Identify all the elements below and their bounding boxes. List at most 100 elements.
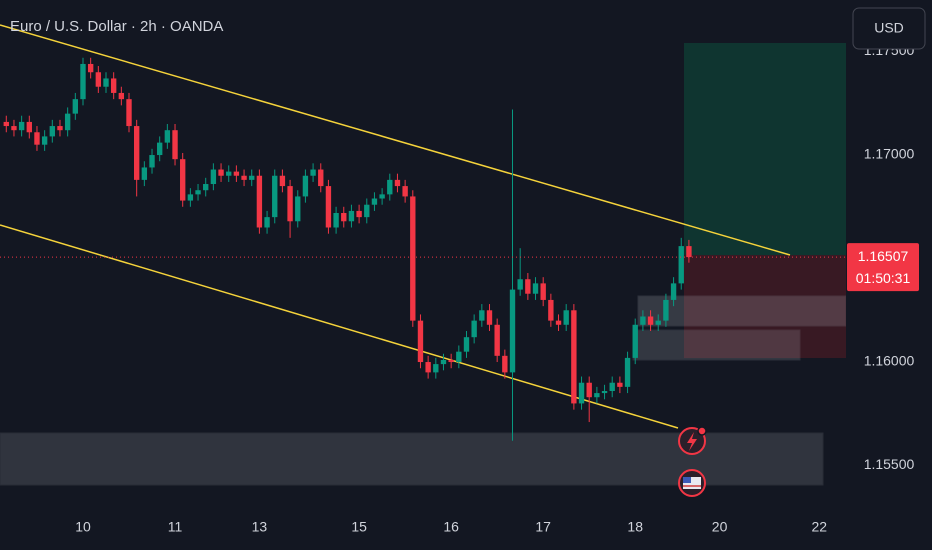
candle-body — [264, 217, 270, 228]
currency-label: USD — [874, 20, 904, 36]
candle-body — [578, 382, 585, 404]
candle-body — [479, 310, 485, 321]
candle-body — [586, 382, 592, 398]
candle-body — [3, 121, 9, 127]
candle-body — [126, 99, 132, 127]
candle-body — [517, 279, 523, 290]
candle-body — [509, 289, 516, 373]
candle-body — [318, 169, 324, 187]
currency-button[interactable] — [852, 7, 926, 50]
candle-body — [187, 194, 194, 201]
candle-body — [302, 175, 309, 197]
candle-body — [425, 362, 431, 373]
candle-body — [571, 310, 577, 404]
stop-zone — [684, 255, 846, 358]
candle-body — [494, 324, 500, 356]
candle-body — [310, 169, 316, 176]
y-tick-label: 1.16000 — [864, 353, 915, 369]
channel-top — [0, 24, 791, 256]
candle-body — [402, 186, 408, 197]
candle-body — [463, 337, 470, 352]
candle-body — [26, 121, 32, 133]
candle-body — [149, 155, 155, 168]
zone — [632, 329, 801, 361]
candle-body — [410, 196, 416, 321]
candle-body — [95, 72, 102, 87]
candle-body — [486, 310, 493, 325]
x-tick-label: 13 — [252, 519, 268, 535]
candle-body — [371, 198, 378, 205]
candle-body — [203, 184, 209, 191]
candle-body — [448, 359, 454, 363]
candle-body — [609, 382, 615, 392]
candle-body — [663, 299, 669, 321]
target-zone — [684, 43, 846, 255]
candle-body — [110, 78, 117, 93]
candle-body — [502, 355, 508, 373]
candle-body — [118, 92, 125, 100]
candle-body — [356, 210, 362, 218]
candle-body — [195, 190, 201, 195]
candle-body — [103, 78, 109, 87]
candle-body — [218, 169, 224, 176]
lightning — [687, 432, 697, 451]
candle-body — [670, 283, 677, 300]
candle-body — [532, 283, 539, 294]
candle-body — [133, 126, 140, 180]
x-tick-label: 20 — [712, 519, 728, 535]
candle-body — [226, 171, 232, 176]
candle-body — [456, 351, 462, 363]
candle-body — [241, 175, 247, 180]
candle-body — [601, 391, 608, 394]
channel-bottom — [0, 224, 679, 429]
candle-body — [555, 320, 562, 325]
badge — [697, 426, 707, 436]
candle-body — [686, 246, 692, 258]
last-price-label: 1.16507 — [858, 248, 909, 264]
candle-body — [41, 136, 48, 145]
candle-body — [80, 63, 86, 100]
candle-body — [295, 196, 301, 222]
candle-body — [287, 186, 293, 222]
candle-body — [540, 283, 546, 300]
x-tick-label: 18 — [627, 519, 643, 535]
candle-body — [34, 132, 40, 145]
candles — [0, 57, 845, 441]
candle-body — [87, 63, 94, 73]
candle-body — [11, 126, 17, 131]
candle-body — [433, 364, 439, 373]
candle-body — [417, 320, 424, 363]
candle-body — [57, 126, 63, 131]
candle-body — [333, 212, 339, 228]
candle-body — [678, 246, 684, 284]
x-tick-label: 16 — [443, 519, 459, 535]
countdown: 01:50:31 — [856, 270, 911, 286]
candle-body — [49, 126, 55, 137]
candle-body — [471, 320, 477, 338]
candle-body — [379, 194, 385, 199]
candle-body — [594, 393, 600, 398]
candle-body — [647, 316, 654, 325]
candle-body — [440, 359, 447, 365]
candle-body — [364, 204, 370, 218]
candle-body — [655, 320, 661, 325]
x-tick-label: 10 — [75, 519, 91, 535]
candle-body — [640, 316, 646, 325]
y-tick-label: 1.17000 — [864, 146, 915, 162]
last-price-box — [847, 243, 919, 292]
candle-body — [164, 130, 171, 143]
candle-body — [210, 169, 217, 185]
x-tick-label: 17 — [535, 519, 551, 535]
candle-body — [563, 310, 569, 325]
candle-body — [548, 299, 554, 321]
candle-body — [256, 175, 263, 228]
candle-body — [72, 99, 79, 114]
candle-body — [233, 171, 240, 176]
y-tick-label: 1.15500 — [864, 456, 915, 472]
candle-body — [632, 324, 638, 358]
candle-body — [348, 210, 355, 222]
zone — [637, 295, 847, 327]
x-tick-label: 11 — [168, 519, 183, 535]
